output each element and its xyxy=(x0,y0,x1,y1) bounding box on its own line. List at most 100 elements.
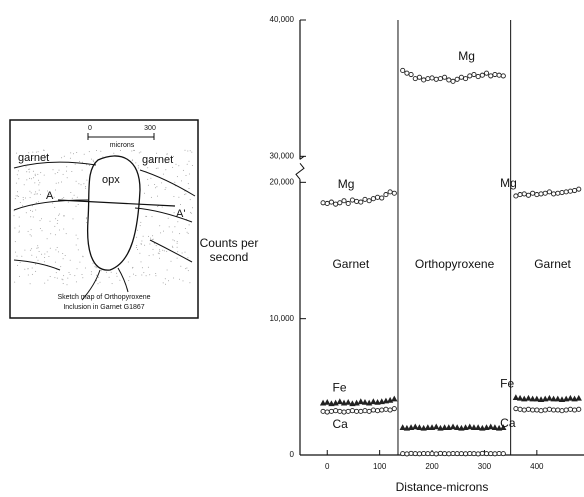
stipple-dot xyxy=(66,177,68,179)
stipple-dot xyxy=(78,183,80,185)
stipple-dot xyxy=(62,258,64,260)
stipple-dot xyxy=(81,169,83,171)
stipple-dot xyxy=(128,280,130,282)
stipple-dot xyxy=(176,241,178,242)
stipple-dot xyxy=(17,195,18,197)
stipple-dot xyxy=(26,171,28,173)
data-point xyxy=(374,194,381,200)
stipple-dot xyxy=(140,151,142,153)
stipple-dot xyxy=(14,198,16,200)
label-opx: opx xyxy=(102,174,120,186)
stipple-dot xyxy=(113,152,115,154)
stipple-dot xyxy=(44,253,46,255)
stipple-dot xyxy=(142,235,144,237)
stipple-dot xyxy=(86,222,88,224)
data-point xyxy=(551,191,557,197)
caption: Inclusion in Garnet G1867 xyxy=(63,304,144,311)
stipple-dot xyxy=(191,151,193,153)
data-point xyxy=(324,409,330,415)
data-point xyxy=(387,407,393,413)
data-point xyxy=(521,191,527,197)
stipple-dot xyxy=(14,241,16,243)
stipple-dot xyxy=(179,233,181,235)
stipple-dot xyxy=(24,249,26,251)
stipple-dot xyxy=(137,167,139,169)
stipple-dot xyxy=(29,197,31,199)
stipple-dot xyxy=(147,178,149,180)
stipple-dot xyxy=(137,249,138,250)
data-point xyxy=(442,74,448,80)
stipple-dot xyxy=(189,199,191,201)
data-point xyxy=(336,398,343,405)
stipple-dot xyxy=(30,216,32,218)
data-point xyxy=(479,450,485,456)
data-point xyxy=(358,408,364,414)
data-point xyxy=(572,187,578,194)
data-point xyxy=(513,406,519,412)
stipple-dot xyxy=(157,252,159,254)
stipple-dot xyxy=(98,276,100,278)
stipple-dot xyxy=(30,209,31,211)
stipple-dot xyxy=(63,197,65,199)
stipple-dot xyxy=(162,158,164,160)
stipple-dot xyxy=(31,267,33,269)
stipple-dot xyxy=(173,240,175,242)
stipple-dot xyxy=(79,261,81,263)
stipple-dot xyxy=(45,156,47,158)
stipple-dot xyxy=(44,282,46,284)
stipple-dot xyxy=(30,192,32,194)
stipple-dot xyxy=(32,170,34,172)
data-point xyxy=(412,423,419,430)
data-point xyxy=(433,451,439,457)
stipple-dot xyxy=(185,268,187,270)
data-point xyxy=(537,396,545,403)
label-garnet: garnet xyxy=(142,154,173,166)
stipple-dot xyxy=(88,151,90,153)
inset-sketch: 0 300 microns garnet opx garnet A A' Ske… xyxy=(9,119,199,319)
stipple-dot xyxy=(145,215,147,217)
stipple-dot xyxy=(94,266,96,268)
stipple-dot xyxy=(88,165,90,166)
data-point xyxy=(446,451,452,457)
stipple-dot xyxy=(162,173,164,175)
stipple-dot xyxy=(85,186,87,188)
stipple-dot xyxy=(138,152,140,154)
stipple-dot xyxy=(35,263,36,265)
data-point xyxy=(554,395,561,402)
stipple-dot xyxy=(119,279,121,281)
stipple-dot xyxy=(157,206,159,207)
stipple-dot xyxy=(184,251,186,253)
stipple-dot xyxy=(74,275,76,277)
stipple-dot xyxy=(50,233,52,235)
stipple-dot xyxy=(18,231,20,233)
stipple-dot xyxy=(155,167,157,169)
data-point xyxy=(572,407,578,413)
stipple-dot xyxy=(46,156,48,158)
stipple-dot xyxy=(129,276,131,278)
stipple-dot xyxy=(152,248,154,250)
stipple-dot xyxy=(105,271,107,273)
stipple-dot xyxy=(83,183,85,185)
stipple-dot xyxy=(44,257,46,258)
data-point xyxy=(551,407,557,413)
stipple-dot xyxy=(60,266,62,268)
data-point xyxy=(466,423,473,430)
stipple-dot xyxy=(55,189,56,191)
data-point xyxy=(353,399,360,406)
data-point xyxy=(366,399,373,406)
stipple-dot xyxy=(62,253,64,254)
stipple-dot xyxy=(79,160,81,162)
stipple-dot xyxy=(150,237,152,239)
stipple-dot xyxy=(189,282,191,284)
stipple-dot xyxy=(187,270,189,272)
stipple-dot xyxy=(43,261,45,263)
stipple-dot xyxy=(151,160,153,162)
stipple-dot xyxy=(139,225,141,227)
stipple-dot xyxy=(77,204,79,205)
stipple-dot xyxy=(147,266,149,268)
stipple-dot xyxy=(172,246,174,248)
data-point xyxy=(370,196,376,202)
stipple-dot xyxy=(90,273,92,275)
x-tick-label: 0 xyxy=(325,462,330,471)
stipple-dot xyxy=(19,202,21,203)
